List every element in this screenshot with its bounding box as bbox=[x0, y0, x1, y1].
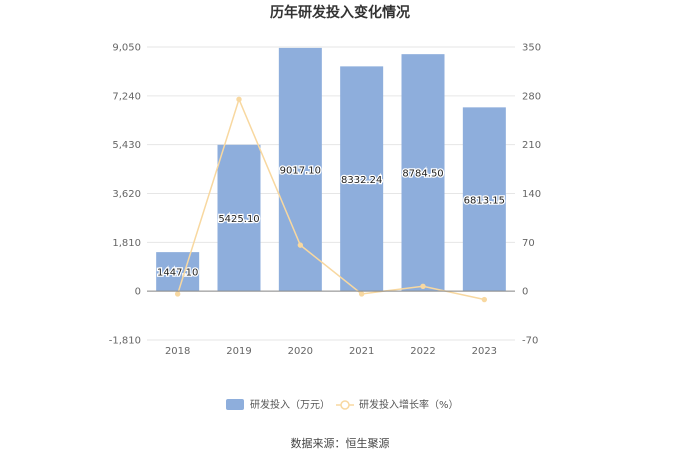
left-tick-label: 1,810 bbox=[112, 238, 141, 249]
growth-point[interactable] bbox=[236, 96, 242, 103]
legend-swatch-line-marker[interactable] bbox=[340, 400, 350, 410]
line-series bbox=[174, 96, 488, 303]
left-y-axis: -1,810 0 1,810 3,620 5,430 7,240 9,050 bbox=[109, 43, 141, 347]
legend-label-line[interactable]: 研发投入增长率（%） bbox=[359, 398, 459, 411]
right-tick-label: 210 bbox=[522, 140, 541, 151]
x-tick-label: 2021 bbox=[349, 346, 374, 357]
right-tick-label: -70 bbox=[522, 336, 538, 347]
left-tick-label: 0 bbox=[135, 287, 141, 298]
left-tick-label: 3,620 bbox=[112, 189, 141, 200]
growth-point[interactable] bbox=[358, 291, 365, 297]
bar-value-label: 5425.10 bbox=[218, 214, 259, 225]
right-tick-label: 70 bbox=[522, 238, 535, 249]
bar[interactable] bbox=[462, 107, 506, 292]
legend-label-bar[interactable]: 研发投入（万元） bbox=[250, 398, 330, 411]
legend: 研发投入（万元） 研发投入增长率（%） bbox=[226, 398, 459, 411]
bar[interactable] bbox=[217, 144, 261, 292]
bar-value-label: 6813.15 bbox=[464, 195, 505, 206]
right-y-axis: -70 0 70 140 210 280 350 bbox=[522, 43, 541, 347]
bar-value-label: 8332.24 bbox=[341, 175, 382, 186]
growth-line bbox=[176, 97, 485, 301]
bar-value-label: 1447.10 bbox=[157, 268, 198, 279]
growth-point[interactable] bbox=[297, 242, 304, 248]
bar-value-label: 8784.50 bbox=[402, 169, 443, 180]
left-tick-label: 7,240 bbox=[112, 91, 141, 102]
x-tick-label: 2020 bbox=[288, 346, 313, 357]
right-tick-label: 350 bbox=[522, 43, 541, 54]
legend-swatch-bar[interactable] bbox=[226, 399, 244, 410]
right-tick-label: 140 bbox=[522, 189, 541, 200]
growth-point[interactable] bbox=[420, 283, 426, 289]
left-tick-label: 9,050 bbox=[112, 43, 141, 54]
data-source: 数据来源：恒生聚源 bbox=[291, 436, 390, 450]
x-tick-label: 2022 bbox=[410, 346, 435, 357]
right-tick-label: 0 bbox=[522, 287, 528, 298]
bar[interactable] bbox=[278, 47, 322, 292]
left-tick-label: -1,810 bbox=[109, 336, 141, 347]
growth-point[interactable] bbox=[481, 296, 488, 303]
bar[interactable] bbox=[156, 252, 200, 292]
right-tick-label: 280 bbox=[522, 91, 541, 102]
x-tick-label: 2023 bbox=[472, 346, 497, 357]
left-tick-label: 5,430 bbox=[112, 140, 141, 151]
grid-lines bbox=[147, 46, 515, 341]
bar-series: 1447.10 5425.10 9017.10 8332.24 8784.50 6813.… bbox=[156, 47, 506, 292]
bar[interactable] bbox=[401, 54, 445, 292]
x-axis: 2018 2019 2020 2021 2022 2023 bbox=[147, 290, 515, 357]
growth-point[interactable] bbox=[174, 291, 181, 297]
x-tick-label: 2018 bbox=[165, 346, 190, 357]
bar-value-label: 9017.10 bbox=[280, 166, 321, 177]
chart-title: 历年研发投入变化情况 bbox=[270, 4, 410, 21]
bar[interactable] bbox=[340, 66, 384, 292]
x-tick-label: 2019 bbox=[226, 346, 251, 357]
